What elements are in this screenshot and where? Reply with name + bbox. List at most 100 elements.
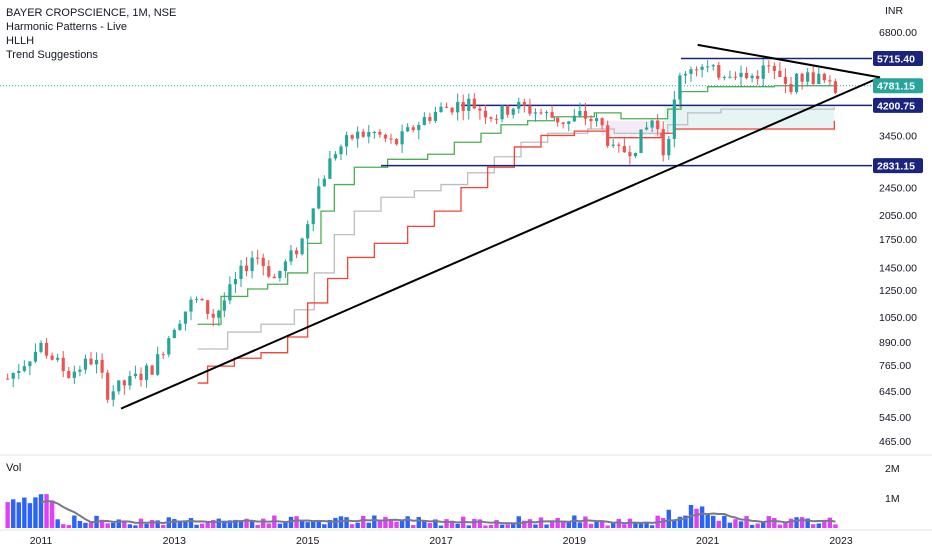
- price-tag: [873, 158, 923, 174]
- candle-body: [344, 135, 349, 147]
- candle-body: [222, 300, 226, 311]
- candle-body: [383, 134, 388, 139]
- candle-body: [756, 75, 760, 79]
- candle-body: [33, 351, 38, 362]
- price-tag: [873, 50, 923, 66]
- candle-body: [267, 266, 271, 277]
- volume-bar: [466, 525, 471, 528]
- volume-bar: [622, 524, 627, 528]
- candle-body: [350, 135, 354, 139]
- volume-bar: [616, 518, 621, 528]
- candle-body: [100, 359, 104, 373]
- volume-bar: [772, 517, 777, 528]
- candle-body: [183, 311, 188, 324]
- candle-body: [50, 355, 54, 360]
- candle-body: [806, 72, 810, 82]
- candle-body: [83, 358, 88, 370]
- volume-bar: [349, 524, 355, 528]
- candle-body: [117, 380, 121, 392]
- volume-bar: [477, 519, 483, 528]
- candle-body: [261, 257, 265, 267]
- volume-bar: [322, 524, 327, 528]
- candle-body: [244, 265, 249, 272]
- candle-body: [328, 158, 332, 179]
- candle-body: [6, 378, 10, 380]
- candle-body: [811, 72, 815, 85]
- volume-bar: [55, 519, 60, 528]
- price-tick-label: 1250.00: [879, 285, 917, 297]
- volume-bar: [594, 521, 599, 528]
- candle-body: [778, 70, 782, 77]
- candle-body: [539, 112, 543, 114]
- hllh-gray-line: [197, 107, 835, 350]
- volume-bar: [22, 497, 27, 528]
- volume-bar: [811, 524, 816, 528]
- volume-bar: [177, 520, 183, 528]
- candle-body: [550, 112, 554, 118]
- volume-bar: [505, 524, 510, 528]
- candle-body: [122, 380, 126, 386]
- volume-bar: [438, 525, 444, 528]
- volume-bar: [16, 502, 21, 528]
- volume-bar: [822, 521, 827, 528]
- volume-bar: [344, 517, 349, 528]
- candle-body: [583, 110, 588, 119]
- chart-legend: BAYER CROPSCIENCE, 1M, NSE Harmonic Patt…: [6, 6, 176, 62]
- volume-bar: [227, 520, 233, 528]
- volume-bar: [661, 518, 666, 528]
- time-tick-label: 2011: [30, 535, 53, 547]
- candle-body: [411, 127, 415, 131]
- indicator-trend: Trend Suggestions: [6, 49, 98, 61]
- price-tag: [873, 97, 923, 113]
- price-tick-label: 6800.00: [879, 27, 917, 39]
- volume-bar: [72, 515, 77, 528]
- volume-bar: [266, 523, 271, 528]
- candle-body: [194, 298, 199, 300]
- volume-bar: [27, 503, 33, 528]
- candle-body: [822, 73, 826, 81]
- candle-body: [361, 131, 365, 137]
- candle-body: [311, 208, 315, 225]
- volume-bar: [161, 524, 166, 528]
- volume-bar: [122, 520, 127, 528]
- candle-body: [467, 98, 471, 111]
- volume-bar: [677, 516, 683, 528]
- candle-body: [389, 138, 393, 140]
- volume-bar: [733, 519, 738, 528]
- candle-body: [339, 146, 343, 155]
- candle-body: [556, 117, 560, 123]
- hllh-green-line: [197, 85, 835, 325]
- volume-bar: [394, 521, 399, 528]
- price-tick-label: 2450.00: [879, 183, 917, 195]
- volume-bar: [433, 519, 438, 528]
- volume-bar: [611, 523, 616, 528]
- candle-body: [94, 359, 99, 365]
- candle-body: [833, 81, 838, 93]
- candle-body: [622, 145, 626, 153]
- hllh-fill-zone-2: [601, 120, 661, 136]
- candle-body: [522, 101, 526, 106]
- candle-body: [150, 365, 154, 375]
- candle-body: [644, 127, 649, 130]
- candle-body: [478, 108, 482, 111]
- candle-body: [178, 323, 182, 330]
- candle-body: [206, 300, 210, 314]
- volume-bar: [572, 515, 577, 528]
- candle-body: [772, 65, 776, 71]
- volume-bar: [411, 525, 416, 528]
- volume-bar: [366, 522, 371, 528]
- volume-bar: [327, 519, 333, 528]
- price-tick-label: 890.00: [879, 337, 911, 349]
- candle-body: [39, 342, 43, 352]
- candle-body: [728, 76, 732, 78]
- volume-bar: [383, 516, 388, 528]
- volume-bar: [672, 520, 677, 528]
- candle-body: [667, 138, 671, 156]
- volume-bar: [599, 521, 605, 528]
- candle-body: [61, 357, 65, 372]
- candle-body: [72, 371, 76, 378]
- price-tick-label: 645.00: [879, 386, 911, 398]
- candle-body: [517, 101, 521, 109]
- candle-body: [189, 299, 193, 312]
